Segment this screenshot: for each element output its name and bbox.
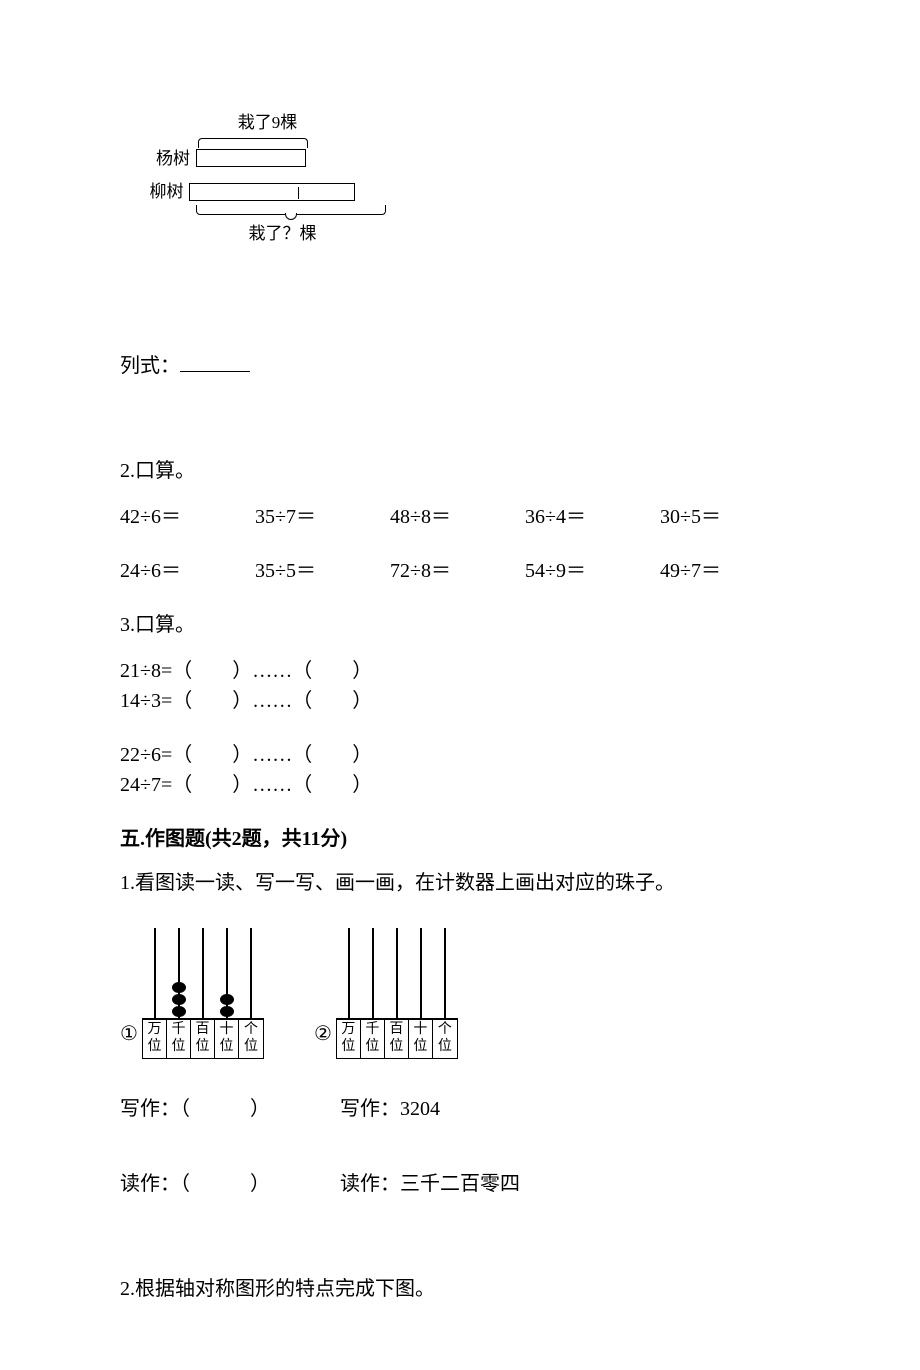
rem-sep: …… <box>252 660 292 682</box>
wr-blank: （ ） <box>180 1098 270 1120</box>
rod <box>215 928 239 1018</box>
list-label: 列式： <box>120 355 180 377</box>
place-label: 百位 <box>385 1020 409 1058</box>
rod <box>239 928 263 1018</box>
abacus-unit-1: ① 万位千位百位十位个位 <box>120 928 264 1059</box>
rem-item: 22÷6=（）……（） <box>120 740 460 770</box>
read-1: 读作：（ ） <box>120 1169 340 1199</box>
tree-bar-diagram: 栽了9棵 杨树 柳树 栽了？棵 <box>140 110 355 246</box>
place-label: 千位 <box>361 1020 385 1058</box>
s5-q2: 2.根据轴对称图形的特点完成下图。 <box>120 1274 800 1304</box>
abacus-base-2: 万位千位百位十位个位 <box>336 1018 458 1059</box>
calc-item: 30÷5＝ <box>660 502 795 532</box>
wr-value: 3204 <box>400 1098 440 1120</box>
rem-expr: 24÷7= <box>120 774 172 796</box>
bead <box>172 994 186 1005</box>
q3-row2: 22÷6=（）……（） 24÷7=（）……（） <box>120 740 800 800</box>
row1-label: 杨树 <box>140 146 190 172</box>
rem-item: 21÷8=（）……（） <box>120 656 460 686</box>
rem-sep: …… <box>252 690 292 712</box>
diagram-top-label: 栽了9棵 <box>180 110 355 136</box>
calc-item: 49÷7＝ <box>660 556 795 586</box>
read-row: 读作：（ ） 读作：三千二百零四 <box>120 1169 800 1199</box>
calc-item: 72÷8＝ <box>390 556 525 586</box>
place-label: 万位 <box>337 1020 361 1058</box>
diagram-row-1: 杨树 <box>140 146 355 172</box>
rod <box>337 928 361 1018</box>
rod <box>385 928 409 1018</box>
q2-row1: 42÷6＝ 35÷7＝ 48÷8＝ 36÷4＝ 30÷5＝ <box>120 502 800 532</box>
abacus-2: 万位千位百位十位个位 <box>336 928 458 1059</box>
calc-item: 42÷6＝ <box>120 502 255 532</box>
calc-item: 35÷5＝ <box>255 556 390 586</box>
q2-title: 2.口算。 <box>120 456 800 486</box>
place-label: 千位 <box>167 1020 191 1058</box>
circle-2: ② <box>314 1019 332 1049</box>
bar-long <box>189 183 355 201</box>
diagram-row-2: 柳树 <box>140 179 355 205</box>
rods-2 <box>337 928 457 1018</box>
wr-blank: （ ） <box>180 1173 270 1195</box>
rem-expr: 14÷3= <box>120 690 172 712</box>
rod <box>361 928 385 1018</box>
section5-header: 五.作图题(共2题，共11分) <box>120 824 800 854</box>
bead <box>220 1006 234 1017</box>
rods-1 <box>143 928 263 1018</box>
bead <box>220 994 234 1005</box>
blank-line <box>180 371 250 372</box>
abacus-row: ① 万位千位百位十位个位 ② 万位千位百位十位个位 <box>120 928 800 1059</box>
calc-item: 24÷6＝ <box>120 556 255 586</box>
wr-label: 读作： <box>340 1173 400 1195</box>
bead <box>172 982 186 993</box>
wr-label: 读作： <box>120 1173 180 1195</box>
q3-row1: 21÷8=（）……（） 14÷3=（）……（） <box>120 656 800 716</box>
abacus-unit-2: ② 万位千位百位十位个位 <box>314 928 458 1059</box>
rod <box>143 928 167 1018</box>
calc-item: 54÷9＝ <box>525 556 660 586</box>
q2-row2: 24÷6＝ 35÷5＝ 72÷8＝ 54÷9＝ 49÷7＝ <box>120 556 800 586</box>
rem-sep: …… <box>252 744 292 766</box>
place-label: 万位 <box>143 1020 167 1058</box>
wr-label: 写作： <box>340 1098 400 1120</box>
calc-item: 48÷8＝ <box>390 502 525 532</box>
place-label: 十位 <box>215 1020 239 1058</box>
place-label: 十位 <box>409 1020 433 1058</box>
bottom-brace <box>196 205 386 215</box>
bar-short <box>196 149 306 167</box>
rod <box>167 928 191 1018</box>
rod <box>409 928 433 1018</box>
read-2: 读作：三千二百零四 <box>340 1169 560 1199</box>
rod <box>191 928 215 1018</box>
write-row: 写作：（ ） 写作：3204 <box>120 1094 800 1124</box>
rod <box>433 928 457 1018</box>
place-label: 个位 <box>433 1020 457 1058</box>
calc-item: 35÷7＝ <box>255 502 390 532</box>
place-label: 百位 <box>191 1020 215 1058</box>
abacus-1: 万位千位百位十位个位 <box>142 928 264 1059</box>
top-brace <box>198 138 308 148</box>
bead <box>172 1006 186 1017</box>
q3-title: 3.口算。 <box>120 610 800 640</box>
circle-1: ① <box>120 1019 138 1049</box>
s5-q1: 1.看图读一读、写一写、画一画，在计数器上画出对应的珠子。 <box>120 868 800 898</box>
write-2: 写作：3204 <box>340 1094 560 1124</box>
row2-label: 柳树 <box>140 179 183 205</box>
wr-label: 写作： <box>120 1098 180 1120</box>
calc-item: 36÷4＝ <box>525 502 660 532</box>
wr-value: 三千二百零四 <box>400 1173 520 1195</box>
diagram-bottom-label: 栽了？棵 <box>210 221 355 247</box>
rem-item: 24÷7=（）……（） <box>120 770 460 800</box>
rem-expr: 21÷8= <box>120 660 172 682</box>
list-expression-line: 列式： <box>120 351 800 381</box>
rem-sep: …… <box>252 774 292 796</box>
rem-item: 14÷3=（）……（） <box>120 686 460 716</box>
write-1: 写作：（ ） <box>120 1094 340 1124</box>
abacus-base-1: 万位千位百位十位个位 <box>142 1018 264 1059</box>
rem-expr: 22÷6= <box>120 744 172 766</box>
place-label: 个位 <box>239 1020 263 1058</box>
